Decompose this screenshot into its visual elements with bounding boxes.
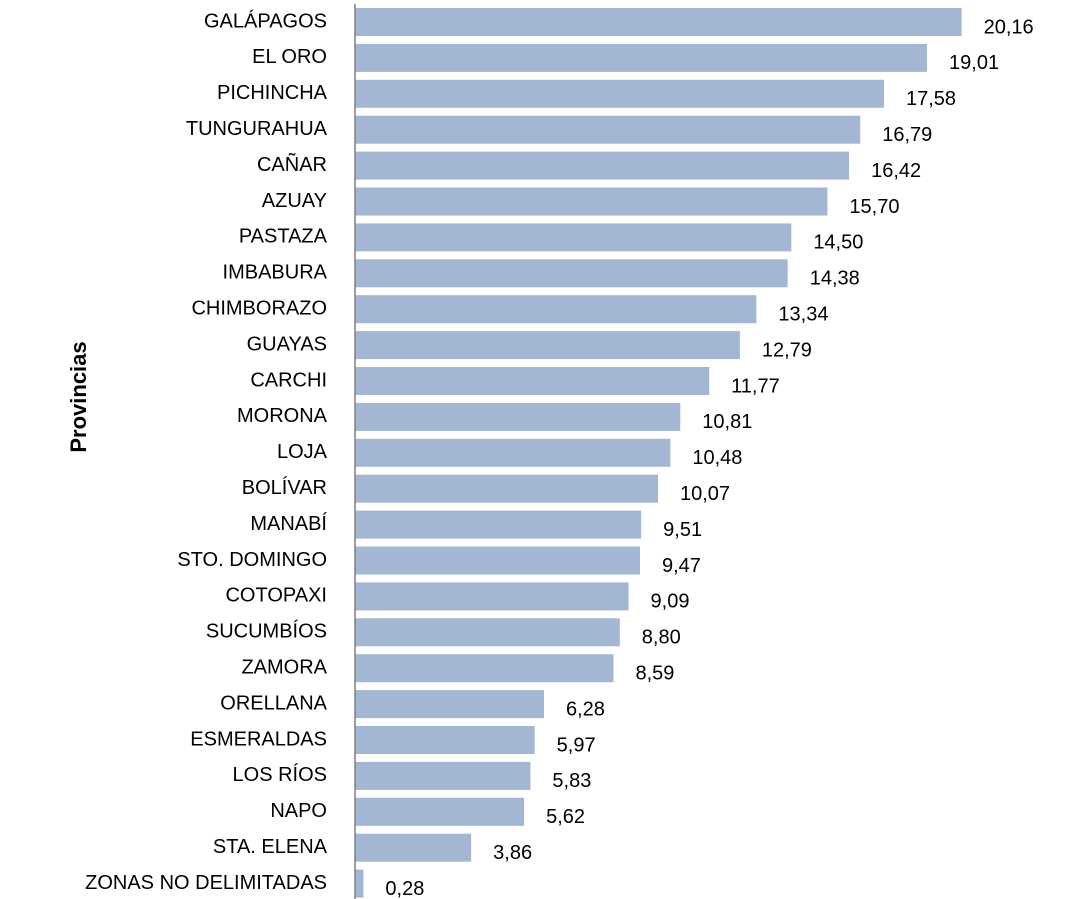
y-tick-label: STO. DOMINGO xyxy=(177,549,327,571)
y-tick-label: CARCHI xyxy=(250,369,327,391)
data-label: 3,86 xyxy=(493,842,532,864)
data-label: 5,62 xyxy=(546,806,585,828)
bar xyxy=(355,474,659,503)
y-tick-label: EL ORO xyxy=(252,46,327,68)
bar xyxy=(355,223,792,252)
y-tick-label: LOS RÍOS xyxy=(233,763,327,786)
y-tick-label: ZONAS NO DELIMITADAS xyxy=(85,872,327,894)
bar xyxy=(355,115,861,144)
data-label: 9,51 xyxy=(663,519,702,541)
data-label: 16,42 xyxy=(871,160,921,182)
data-label: 19,01 xyxy=(949,52,999,74)
data-label: 10,48 xyxy=(692,447,742,469)
data-label: 17,58 xyxy=(906,88,956,110)
data-label: 10,81 xyxy=(702,411,752,433)
bar xyxy=(355,582,629,611)
data-label: 8,80 xyxy=(642,627,681,649)
bar xyxy=(355,8,962,36)
data-label: 9,47 xyxy=(662,555,701,577)
y-tick-label: PICHINCHA xyxy=(217,82,328,104)
bar xyxy=(355,654,614,683)
y-tick-label: IMBABURA xyxy=(223,262,328,284)
y-tick-label: AZUAY xyxy=(262,190,327,212)
bar xyxy=(355,438,671,467)
y-axis-title: Provincias xyxy=(66,341,91,452)
bar xyxy=(355,546,640,575)
y-tick-label: CHIMBORAZO xyxy=(191,297,327,319)
data-label: 5,97 xyxy=(557,734,596,756)
data-label: 16,79 xyxy=(882,124,932,146)
y-tick-label: MANABÍ xyxy=(250,512,327,535)
bar xyxy=(355,510,642,539)
data-label: 14,38 xyxy=(810,268,860,290)
data-label: 5,83 xyxy=(552,770,591,792)
y-tick-label: ESMERALDAS xyxy=(190,728,327,750)
data-label: 11,77 xyxy=(731,375,780,397)
bar xyxy=(355,43,928,72)
y-tick-label: SUCUMBÍOS xyxy=(206,620,327,643)
y-tick-label: COTOPAXI xyxy=(225,585,327,607)
data-label: 6,28 xyxy=(566,698,605,720)
y-tick-label: ZAMORA xyxy=(241,656,327,678)
y-tick-label: GALÁPAGOS xyxy=(204,9,327,32)
bar xyxy=(355,761,531,790)
bar xyxy=(355,618,620,647)
bar xyxy=(355,79,884,108)
bar xyxy=(355,331,740,360)
bar xyxy=(355,187,828,216)
y-tick-label: PASTAZA xyxy=(239,226,328,248)
data-label: 20,16 xyxy=(984,16,1034,38)
y-tick-label: TUNGURAHUA xyxy=(186,118,328,140)
data-label: 9,09 xyxy=(651,591,690,613)
data-label: 15,70 xyxy=(849,196,899,218)
data-label: 10,07 xyxy=(680,483,730,505)
bar xyxy=(355,295,757,324)
y-tick-label: MORONA xyxy=(237,405,328,427)
y-tick-label: NAPO xyxy=(270,800,327,822)
bar xyxy=(355,402,681,431)
y-tick-label: STA. ELENA xyxy=(213,836,328,858)
data-label: 13,34 xyxy=(778,303,828,325)
bar xyxy=(355,690,544,719)
bar xyxy=(355,367,710,395)
data-label: 14,50 xyxy=(813,232,863,254)
data-label: 12,79 xyxy=(762,339,812,361)
bar xyxy=(355,259,788,288)
y-tick-label: BOLÍVAR xyxy=(242,476,327,499)
bar xyxy=(355,869,364,898)
data-label: 8,59 xyxy=(635,662,674,684)
bar xyxy=(355,151,850,180)
bar xyxy=(355,797,525,826)
bar xyxy=(355,833,472,862)
y-tick-label: ORELLANA xyxy=(220,692,327,714)
y-tick-label: CAÑAR xyxy=(257,152,327,176)
data-label: 0,28 xyxy=(385,878,424,899)
y-tick-label: LOJA xyxy=(277,441,328,463)
bar xyxy=(355,726,535,754)
y-tick-label: GUAYAS xyxy=(247,333,327,355)
